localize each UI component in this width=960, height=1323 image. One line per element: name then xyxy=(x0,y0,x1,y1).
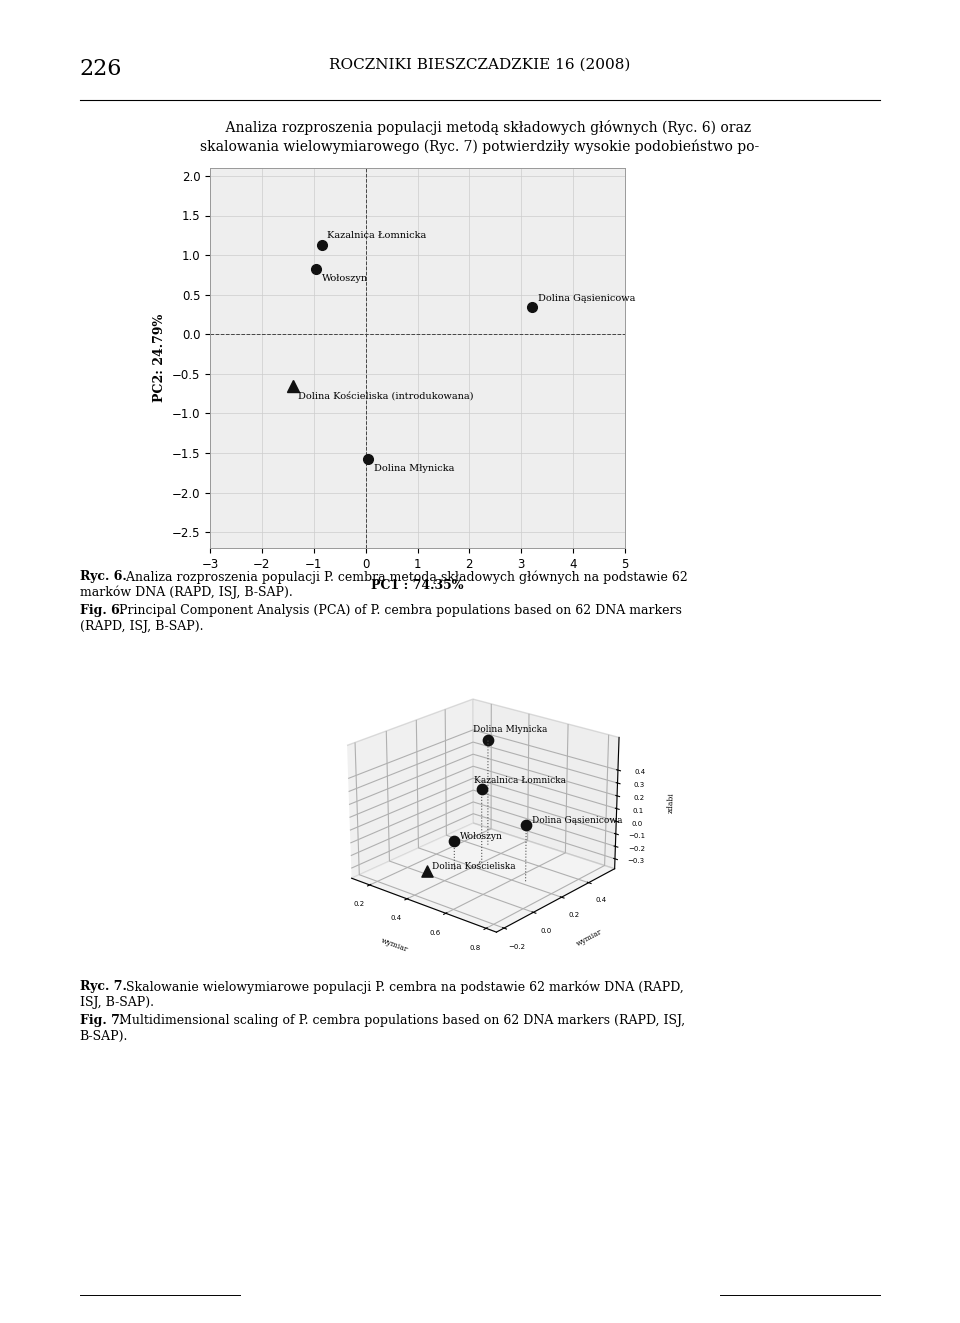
Text: 226: 226 xyxy=(80,58,122,79)
Text: Dolina Młynicka: Dolina Młynicka xyxy=(374,464,455,474)
Text: ROCZNIKI BIESZCZADZKIE 16 (2008): ROCZNIKI BIESZCZADZKIE 16 (2008) xyxy=(329,58,631,71)
Text: Fig. 6.: Fig. 6. xyxy=(80,605,124,617)
Text: (RAPD, ISJ, B-SAP).: (RAPD, ISJ, B-SAP). xyxy=(80,620,204,632)
Text: Fig. 7.: Fig. 7. xyxy=(80,1013,124,1027)
Text: Ryc. 6.: Ryc. 6. xyxy=(80,570,127,583)
Text: Dolina Gąsienicowa: Dolina Gąsienicowa xyxy=(538,295,636,303)
Text: Multidimensional scaling of P. cembra populations based on 62 DNA markers (RAPD,: Multidimensional scaling of P. cembra po… xyxy=(115,1013,685,1027)
Text: Principal Component Analysis (PCA) of P. cembra populations based on 62 DNA mark: Principal Component Analysis (PCA) of P.… xyxy=(115,605,682,617)
Text: Analiza rozproszenia populacji metodą składowych głównych (Ryc. 6) oraz: Analiza rozproszenia populacji metodą sk… xyxy=(208,120,752,135)
Y-axis label: wymiar: wymiar xyxy=(575,927,604,949)
Text: Ryc. 7.: Ryc. 7. xyxy=(80,980,127,994)
Text: ISJ, B-SAP).: ISJ, B-SAP). xyxy=(80,996,154,1009)
Text: Kazalnica Łomnicka: Kazalnica Łomnicka xyxy=(326,232,426,239)
Text: skalowania wielowymiarowego (Ryc. 7) potwierdziły wysokie podobieństwo po-: skalowania wielowymiarowego (Ryc. 7) pot… xyxy=(201,140,759,155)
Text: marków DNA (RAPD, ISJ, B-SAP).: marków DNA (RAPD, ISJ, B-SAP). xyxy=(80,586,293,599)
X-axis label: PC1 : 74.35%: PC1 : 74.35% xyxy=(372,579,464,593)
Text: B-SAP).: B-SAP). xyxy=(80,1031,128,1043)
Text: Dolina Kościeliska (introdukowana): Dolina Kościeliska (introdukowana) xyxy=(299,392,473,401)
Text: Wołoszyn: Wołoszyn xyxy=(322,274,368,283)
Text: Skalowanie wielowymiarowe populacji P. cembra na podstawie 62 marków DNA (RAPD,: Skalowanie wielowymiarowe populacji P. c… xyxy=(122,980,684,994)
X-axis label: wymiar: wymiar xyxy=(380,937,409,954)
Y-axis label: PC2: 24.79%: PC2: 24.79% xyxy=(154,314,166,402)
Text: Analiza rozproszenia populacji P. cembra metodą składowych głównych na podstawie: Analiza rozproszenia populacji P. cembra… xyxy=(122,570,687,583)
